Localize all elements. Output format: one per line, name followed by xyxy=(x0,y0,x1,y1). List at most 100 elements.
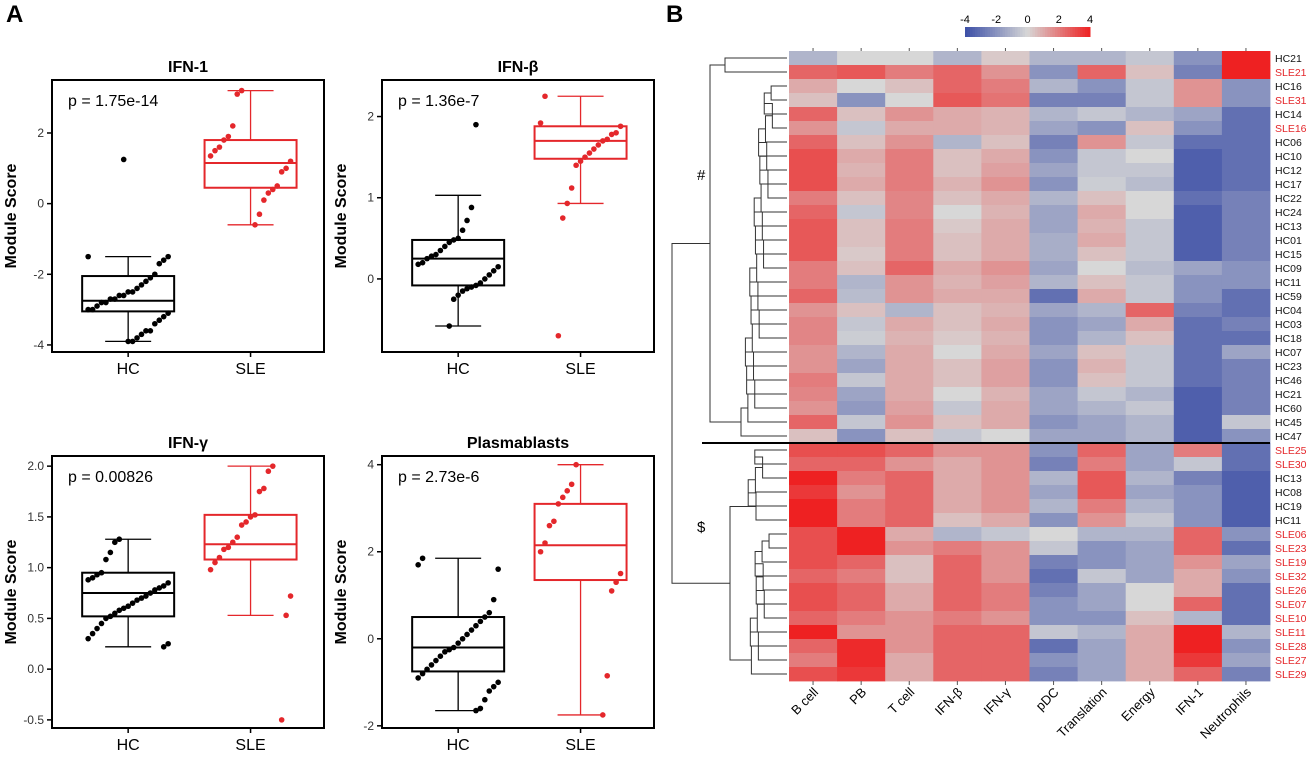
data-point xyxy=(473,622,479,629)
heatmap-cell xyxy=(981,667,1030,682)
heatmap-cell xyxy=(933,191,982,206)
heatmap-cell xyxy=(981,527,1030,542)
column-label: pDC xyxy=(1033,685,1062,714)
data-point xyxy=(103,556,109,563)
heatmap-cell xyxy=(933,625,982,640)
heatmap-cell xyxy=(933,499,982,514)
data-point xyxy=(490,683,497,690)
heatmap-cell xyxy=(1029,597,1078,612)
heatmap-cell xyxy=(933,121,982,136)
heatmap-cell xyxy=(933,597,982,612)
heatmap-cell xyxy=(1029,65,1078,80)
heatmap-cell xyxy=(981,401,1030,416)
plot-title: Plasmablasts xyxy=(467,435,569,452)
heatmap-cell xyxy=(1125,317,1175,332)
colorbar-segment xyxy=(1075,27,1078,37)
heatmap-cell xyxy=(933,149,982,164)
heatmap-cell xyxy=(981,611,1030,626)
data-point xyxy=(98,620,105,627)
heatmap-cell xyxy=(1125,219,1175,234)
row-label: HC18 xyxy=(1275,333,1302,345)
data-point xyxy=(85,306,91,313)
heatmap-cell xyxy=(885,583,934,598)
heatmap-cell xyxy=(837,65,886,80)
heatmap-cell xyxy=(789,331,838,346)
data-point xyxy=(555,332,562,339)
heatmap-cell xyxy=(1173,303,1223,318)
heatmap-cell xyxy=(1125,345,1175,360)
row-label: HC19 xyxy=(1275,501,1302,513)
colorbar-segment xyxy=(990,27,993,37)
heatmap-cell xyxy=(789,443,838,458)
heatmap-cell xyxy=(981,583,1030,598)
heatmap-cell xyxy=(933,443,982,458)
heatmap-cell xyxy=(933,471,982,486)
colorbar-segment xyxy=(995,27,998,37)
heatmap-cell xyxy=(885,625,934,640)
heatmap-cell xyxy=(885,611,934,626)
heatmap-cell xyxy=(1077,79,1127,94)
colorbar-segment xyxy=(1055,27,1058,37)
heatmap-cell xyxy=(1221,597,1271,612)
heatmap-cell xyxy=(885,471,934,486)
data-point xyxy=(446,239,453,246)
heatmap-cell xyxy=(1173,51,1223,66)
data-point xyxy=(486,272,493,278)
heatmap-cell xyxy=(1077,527,1127,542)
heatmap-cells xyxy=(789,51,1271,682)
data-point xyxy=(94,571,100,578)
heatmap-cell xyxy=(885,107,934,122)
heatmap-cell xyxy=(1029,163,1078,178)
heatmap-cell xyxy=(1077,513,1127,528)
heatmap-cell xyxy=(1125,247,1175,262)
data-point xyxy=(147,275,154,281)
heatmap-cell xyxy=(933,373,982,388)
data-point xyxy=(437,653,444,659)
heatmap-cell xyxy=(1077,625,1127,640)
heatmap-cell xyxy=(1125,625,1175,640)
heatmap-cell xyxy=(1029,191,1078,206)
heatmap-cell xyxy=(789,513,838,528)
colorbar-segment xyxy=(967,27,971,37)
data-point xyxy=(468,284,475,290)
heatmap-cell xyxy=(789,205,838,220)
heatmap-cell xyxy=(1125,429,1175,444)
heatmap-cell xyxy=(1221,639,1271,654)
heatmap-cell xyxy=(1125,471,1175,486)
colorbar-segment xyxy=(1047,27,1051,37)
y-tick-label: 0 xyxy=(367,632,374,646)
heatmap-cell xyxy=(789,499,838,514)
heatmap-cell xyxy=(1029,317,1078,332)
heatmap-cell xyxy=(837,387,886,402)
row-label: SLE26 xyxy=(1275,585,1307,597)
heatmap-cell xyxy=(1125,541,1175,556)
heatmap-cell xyxy=(1173,555,1223,570)
data-point xyxy=(120,292,127,299)
heatmap-cell xyxy=(981,513,1030,528)
heatmap-cell xyxy=(1125,653,1175,668)
colorbar-segment xyxy=(1022,27,1026,37)
colorbar-segment xyxy=(1080,27,1083,37)
boxplot-panels: IFN-1 Module Score -4 -2 0 2 HC SLE p = 1.75e-14… xyxy=(3,59,655,754)
heatmap-cell xyxy=(837,177,886,192)
data-point xyxy=(495,566,501,572)
heatmap-cell xyxy=(933,219,982,234)
colorbar-segment xyxy=(985,27,988,37)
heatmap-cell xyxy=(1125,457,1175,472)
colorbar-segment xyxy=(1067,27,1071,37)
colorbar-segment xyxy=(1035,27,1038,37)
data-point xyxy=(252,222,258,228)
heatmap-cell xyxy=(1077,499,1127,514)
heatmap-cell xyxy=(1077,471,1127,486)
data-point xyxy=(455,235,461,242)
heatmap-cell xyxy=(981,177,1030,192)
heatmap-cell xyxy=(885,667,934,682)
y-tick-label: 0 xyxy=(367,272,374,286)
heatmap-cell xyxy=(1029,639,1078,654)
heatmap-cell xyxy=(1125,79,1175,94)
colorbar-segment xyxy=(982,27,986,37)
data-point xyxy=(143,328,149,334)
row-label: SLE07 xyxy=(1275,599,1307,611)
heatmap-cell xyxy=(837,51,886,66)
row-label: SLE32 xyxy=(1275,571,1307,583)
